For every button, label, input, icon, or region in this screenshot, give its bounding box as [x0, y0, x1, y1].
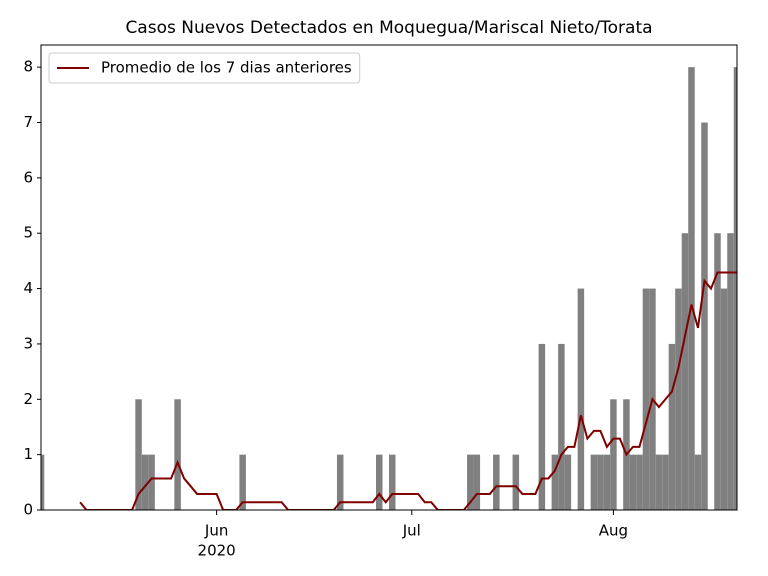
bar [577, 288, 585, 510]
bar [668, 343, 676, 510]
bar [148, 454, 155, 510]
bar [141, 454, 149, 510]
y-tick-label: 6 [23, 168, 33, 186]
bar [642, 288, 650, 510]
bar [629, 454, 637, 510]
bar [336, 454, 344, 510]
x-tick-label: Jul [402, 522, 421, 540]
bar [603, 454, 611, 510]
y-tick-label: 0 [23, 501, 33, 519]
bar [655, 454, 663, 510]
y-tick-label: 8 [23, 58, 33, 76]
bar [375, 454, 383, 510]
bar [239, 454, 246, 510]
bar [174, 399, 181, 510]
bar [558, 343, 565, 510]
line-series [79, 271, 737, 510]
bar [538, 343, 546, 510]
x-tick-label: Jun [204, 522, 228, 540]
bar [564, 454, 572, 510]
y-tick-label: 7 [23, 113, 33, 131]
y-tick-label: 3 [23, 334, 33, 352]
bar [512, 454, 520, 510]
plot-area [41, 67, 737, 510]
bar [610, 399, 617, 510]
bar [551, 454, 559, 510]
bar [714, 233, 721, 510]
bar [688, 67, 695, 510]
legend: Promedio de los 7 dias anteriores [48, 52, 361, 84]
y-tick-label: 1 [23, 445, 33, 463]
bar [681, 233, 689, 510]
legend-label: Promedio de los 7 dias anteriores [101, 59, 352, 77]
bar [662, 454, 669, 510]
bar [467, 454, 474, 510]
y-tick-label: 5 [23, 224, 33, 242]
plot-frame [40, 44, 738, 511]
bar [701, 122, 708, 510]
bar [636, 454, 643, 510]
bar [135, 399, 142, 510]
bar [473, 454, 481, 510]
bar [694, 454, 702, 510]
bar [720, 288, 728, 510]
bar [727, 233, 734, 510]
bar [41, 454, 45, 510]
bar [493, 454, 500, 510]
bar [733, 67, 737, 510]
bar [675, 288, 682, 510]
bar [597, 454, 604, 510]
x-tick-sublabel: 2020 [198, 542, 236, 560]
legend-box [48, 52, 361, 84]
bar [389, 454, 396, 510]
x-tick-label: Aug [599, 522, 628, 540]
bar [590, 454, 598, 510]
chart-title: Casos Nuevos Detectados en Moquegua/Mari… [125, 18, 652, 38]
y-tick-label: 2 [23, 390, 33, 408]
y-tick-label: 4 [23, 279, 33, 297]
